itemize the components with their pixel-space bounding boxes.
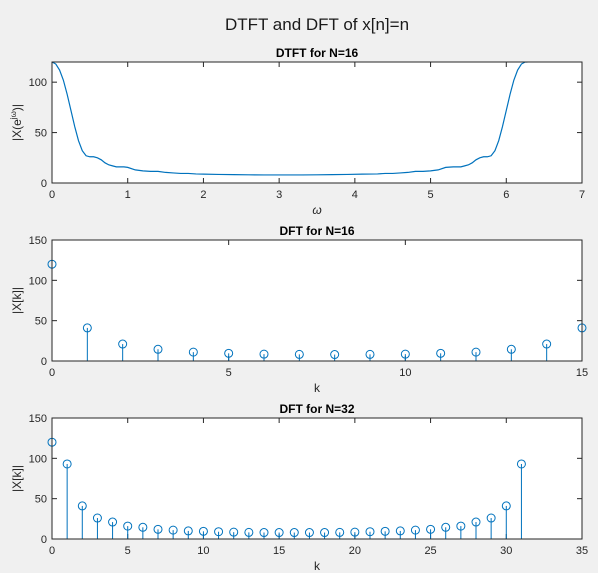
stem-marker bbox=[138, 522, 148, 532]
stem-marker bbox=[320, 528, 330, 538]
y-tick-label: 50 bbox=[35, 128, 47, 140]
x-tick-label: 15 bbox=[273, 545, 285, 557]
x-tick-label: 5 bbox=[125, 545, 131, 557]
stem-marker bbox=[456, 521, 466, 531]
stem-marker bbox=[118, 339, 128, 349]
x-tick-label: 10 bbox=[399, 367, 411, 379]
y-tick-label: 150 bbox=[29, 413, 47, 425]
y-axis-label: |X[k]| bbox=[10, 287, 24, 314]
stem-marker bbox=[365, 527, 375, 537]
x-tick-label: 5 bbox=[428, 189, 434, 201]
stem-marker bbox=[92, 513, 102, 523]
stem-marker bbox=[426, 524, 436, 534]
x-tick-label: 7 bbox=[579, 189, 585, 201]
stem-marker bbox=[82, 323, 92, 333]
x-tick-label: 1 bbox=[125, 189, 131, 201]
stem-marker bbox=[542, 339, 552, 349]
y-tick-label: 0 bbox=[41, 178, 47, 190]
subplot-3: 0 5 10 15 20 25 30 35 0 50 100 150 DFT for N=32 k |X[k… bbox=[10, 402, 588, 573]
x-tick-label: 0 bbox=[49, 189, 55, 201]
stem-marker bbox=[471, 517, 481, 527]
x-tick-label: 4 bbox=[352, 189, 358, 201]
stem-marker bbox=[108, 517, 118, 527]
stem-marker bbox=[501, 501, 511, 511]
subplot-title: DFT for N=16 bbox=[279, 224, 354, 238]
stem-marker bbox=[289, 528, 299, 538]
stem-marker bbox=[486, 513, 496, 523]
axes-box bbox=[51, 239, 583, 362]
x-tick-label: 35 bbox=[576, 545, 588, 557]
stem-marker bbox=[153, 524, 163, 534]
stem-marker bbox=[506, 344, 516, 354]
stem-marker bbox=[224, 348, 234, 358]
stem-marker bbox=[410, 525, 420, 535]
y-axis-label: |X(ejω)| bbox=[9, 104, 24, 141]
stem-marker bbox=[516, 459, 526, 469]
x-tick-label: 0 bbox=[49, 545, 55, 557]
subplot-title: DFT for N=32 bbox=[279, 402, 354, 416]
stem-marker bbox=[229, 527, 239, 537]
stem-marker bbox=[274, 528, 284, 538]
stem-marker bbox=[350, 527, 360, 537]
y-tick-label: 100 bbox=[29, 77, 47, 89]
x-tick-label: 15 bbox=[576, 367, 588, 379]
x-tick-label: 10 bbox=[197, 545, 209, 557]
stem-marker bbox=[168, 525, 178, 535]
stem-marker bbox=[304, 528, 314, 538]
x-tick-label: 2 bbox=[200, 189, 206, 201]
y-tick-label: 0 bbox=[41, 534, 47, 546]
y-tick-label: 100 bbox=[29, 275, 47, 287]
y-axis-label: |X[k]| bbox=[10, 465, 24, 492]
stem-marker bbox=[259, 528, 269, 538]
stem-marker bbox=[471, 347, 481, 357]
stem-marker bbox=[153, 344, 163, 354]
axes-box bbox=[51, 61, 583, 184]
y-tick-label: 0 bbox=[41, 356, 47, 368]
series-line bbox=[52, 62, 528, 176]
figure-title: DTFT and DFT of x[n]=n bbox=[225, 15, 409, 34]
stem-marker bbox=[365, 349, 375, 359]
stem-marker bbox=[441, 522, 451, 532]
x-tick-label: 30 bbox=[500, 545, 512, 557]
x-tick-label: 6 bbox=[503, 189, 509, 201]
stem-marker bbox=[62, 459, 72, 469]
axes-box bbox=[51, 417, 583, 540]
stem-marker bbox=[198, 526, 208, 536]
subplot-1: 0 1 2 3 4 5 6 7 0 50 100 DTFT for N=16 ω |X(ejω)| bbox=[9, 46, 585, 217]
x-axis-label: k bbox=[314, 381, 321, 395]
stem-marker bbox=[244, 527, 254, 537]
stem-marker bbox=[380, 526, 390, 536]
x-axis-label: k bbox=[314, 559, 321, 573]
stem-marker bbox=[294, 349, 304, 359]
stem-marker bbox=[259, 349, 269, 359]
stem-marker bbox=[123, 521, 133, 531]
x-axis-label: ω bbox=[312, 203, 321, 217]
axes-background bbox=[52, 240, 582, 361]
y-tick-label: 50 bbox=[35, 316, 47, 328]
x-tick-label: 5 bbox=[226, 367, 232, 379]
x-tick-label: 3 bbox=[276, 189, 282, 201]
stem-marker bbox=[77, 501, 87, 511]
y-tick-label: 150 bbox=[29, 235, 47, 247]
stem-marker bbox=[335, 527, 345, 537]
x-tick-label: 0 bbox=[49, 367, 55, 379]
stem-marker bbox=[400, 349, 410, 359]
stem-marker bbox=[214, 527, 224, 537]
stem-marker bbox=[436, 348, 446, 358]
y-tick-label: 100 bbox=[29, 453, 47, 465]
stem-marker bbox=[330, 350, 340, 360]
stem-marker bbox=[395, 526, 405, 536]
x-tick-label: 20 bbox=[349, 545, 361, 557]
axes-background bbox=[52, 62, 582, 183]
axes-background bbox=[52, 418, 582, 539]
stem-marker bbox=[188, 347, 198, 357]
stem-marker bbox=[183, 526, 193, 536]
subplot-title: DTFT for N=16 bbox=[276, 46, 359, 60]
x-tick-label: 25 bbox=[424, 545, 436, 557]
y-tick-label: 50 bbox=[35, 494, 47, 506]
